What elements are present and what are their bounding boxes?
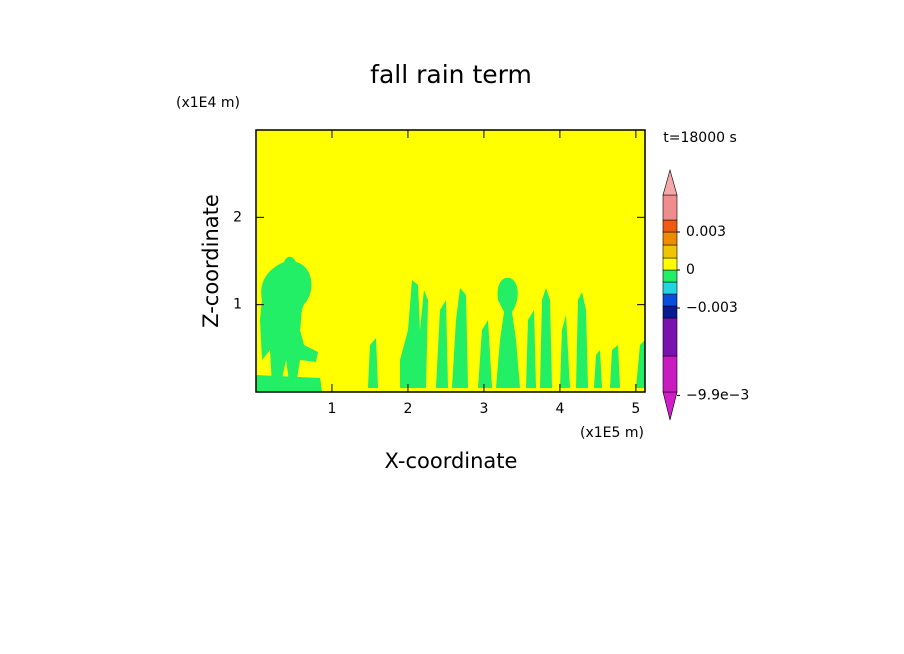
contour-region	[400, 280, 428, 388]
colorbar-label: −9.9e−3	[686, 387, 749, 403]
contour-region	[478, 320, 492, 388]
plot-frame	[255, 129, 646, 393]
y-tick-label: 2	[233, 209, 242, 225]
colorbar-segment	[662, 194, 678, 221]
contour-region	[452, 288, 468, 388]
colorbar-segment	[662, 219, 678, 233]
colorbar-label: −0.003	[686, 300, 738, 316]
contour-region	[576, 292, 588, 388]
time-label: t=18000 s	[663, 130, 737, 146]
x-tick-label: 2	[403, 401, 412, 417]
y-unit: (x1E4 m)	[176, 95, 240, 111]
contour-regions	[256, 256, 645, 391]
colorbar-segment	[662, 293, 678, 307]
contour-region	[594, 350, 602, 388]
contour-region	[526, 310, 536, 388]
contour-region	[636, 340, 645, 388]
contour-region	[436, 300, 448, 388]
y-axis-label: Z-coordinate	[199, 194, 223, 328]
x-axis-label: X-coordinate	[385, 449, 518, 473]
contour-region	[496, 277, 520, 388]
colorbar-segment	[662, 305, 678, 319]
colorbar-segment	[662, 281, 678, 295]
colorbar-segment	[662, 231, 678, 246]
x-tick-label: 4	[555, 401, 564, 417]
colorbar-label: 0.003	[686, 224, 726, 240]
x-tick-label: 1	[328, 401, 337, 417]
colorbar-segment	[662, 355, 678, 393]
contour-region	[260, 256, 318, 388]
contour-region	[540, 288, 552, 388]
colorbar-segment	[662, 168, 678, 196]
x-tick-label: 5	[631, 401, 640, 417]
contour-region	[610, 345, 620, 388]
chart-title: fall rain term	[370, 60, 532, 89]
colorbar-label: 0	[686, 262, 695, 278]
contour-region	[368, 338, 378, 388]
colorbar-segment	[662, 391, 678, 421]
x-tick-label: 3	[479, 401, 488, 417]
y-tick-label: 1	[233, 297, 242, 313]
colorbar-segment	[662, 244, 678, 259]
colorbar-segment	[662, 269, 678, 283]
colorbar-segment	[662, 257, 678, 271]
contour-region	[560, 315, 570, 388]
colorbar-segment	[662, 317, 678, 357]
contour-region	[256, 375, 322, 391]
x-unit: (x1E5 m)	[580, 425, 644, 441]
